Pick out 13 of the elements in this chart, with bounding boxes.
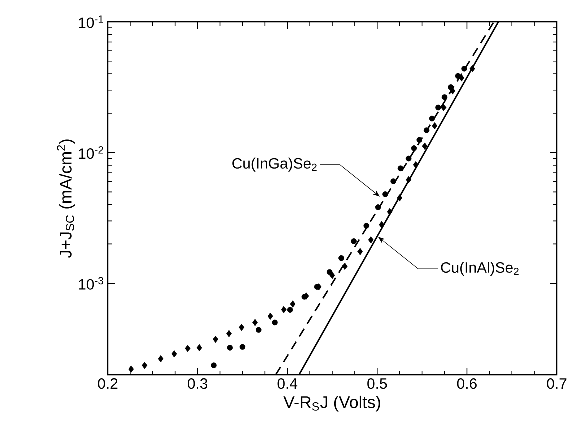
x-tick-label: 0.2 [98, 378, 118, 390]
x-tick-label: 0.6 [457, 378, 477, 390]
y-axis-title: J+J$_{SC}$ (mA/cm$^{2}$) [57, 140, 76, 258]
x-tick-label: 0.7 [547, 378, 567, 390]
annotation: Cu(InGa)Se$_{2}$ [232, 158, 317, 172]
x-tick-label: 0.5 [368, 378, 388, 390]
y-tick-label: 10$^{-1}$ [79, 16, 104, 28]
x-tick-label: 0.4 [278, 378, 298, 390]
annotation: Cu(InAl)Se$_{2}$ [441, 262, 519, 276]
y-tick-label: 10$^{-3}$ [79, 277, 104, 290]
y-tick-label: 10$^{-2}$ [79, 146, 104, 160]
x-tick-label: 0.3 [188, 378, 208, 390]
x-axis-title: V-R$_{S}$J (Volts) [284, 396, 380, 412]
